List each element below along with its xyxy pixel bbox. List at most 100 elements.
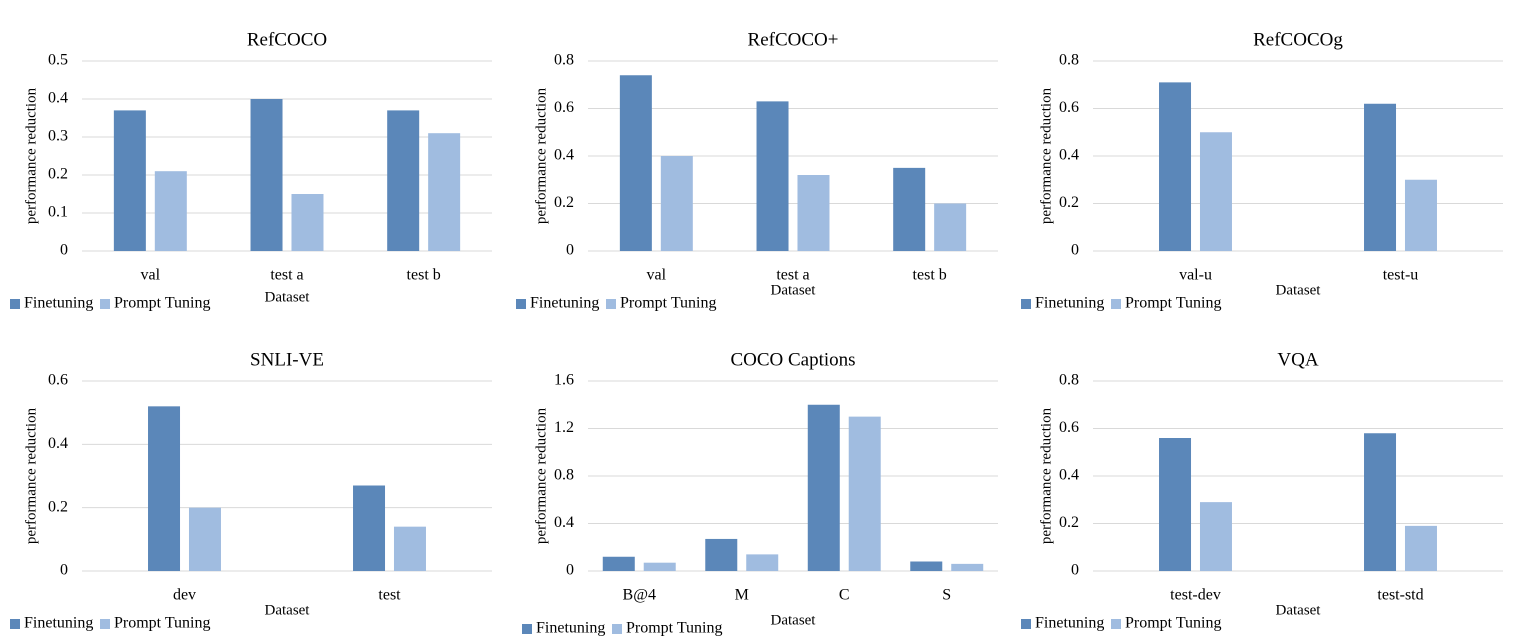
x-tick-label: C bbox=[839, 587, 850, 604]
bar-prompt-tuning-test bbox=[393, 526, 426, 571]
x-tick-label: val bbox=[647, 267, 667, 284]
bar-prompt-tuning-b-4 bbox=[643, 562, 676, 571]
y-tick-label: 0.1 bbox=[48, 204, 68, 221]
bar-finetuning-dev bbox=[148, 406, 181, 571]
y-axis-label: performance reduction bbox=[1038, 407, 1054, 544]
x-tick-label: test-std bbox=[1377, 587, 1423, 604]
bar-prompt-tuning-val-u bbox=[1199, 132, 1232, 251]
legend-swatch-prompt-tuning bbox=[612, 624, 622, 634]
bar-prompt-tuning-c bbox=[848, 416, 881, 571]
y-tick-label: 0.8 bbox=[1059, 52, 1079, 69]
y-tick-label: 0.6 bbox=[1059, 99, 1079, 116]
x-axis-label: Dataset bbox=[771, 612, 817, 628]
bar-prompt-tuning-s bbox=[951, 563, 984, 571]
chart-title: RefCOCO+ bbox=[748, 29, 839, 50]
bar-finetuning-m bbox=[705, 538, 738, 571]
x-tick-label: test bbox=[378, 587, 401, 604]
x-axis-label: Dataset bbox=[265, 289, 311, 305]
legend-swatch-finetuning bbox=[10, 299, 20, 309]
chart-panel-3: SNLI-VE 0 0.2 0.4 0.6 performance reduction de… bbox=[10, 349, 492, 632]
legend-label-finetuning: Finetuning bbox=[24, 615, 93, 632]
y-tick-label: 0.2 bbox=[48, 498, 68, 515]
bar-finetuning-test-std bbox=[1364, 433, 1397, 571]
y-tick-label: 0.4 bbox=[1059, 147, 1079, 164]
y-tick-label: 0.4 bbox=[48, 435, 68, 452]
x-axis-label: Dataset bbox=[265, 602, 311, 618]
bar-finetuning-b-4 bbox=[602, 556, 635, 571]
chart-title: VQA bbox=[1277, 349, 1318, 370]
y-tick-label: 0 bbox=[60, 562, 68, 579]
legend-swatch-prompt-tuning bbox=[606, 299, 616, 309]
y-tick-label: 1.2 bbox=[554, 419, 574, 436]
y-tick-label: 0.3 bbox=[48, 128, 68, 145]
bar-finetuning-test-dev bbox=[1159, 438, 1192, 571]
bar-finetuning-val-u bbox=[1159, 82, 1192, 251]
bar-prompt-tuning-test-a bbox=[797, 175, 830, 251]
bar-prompt-tuning-m bbox=[746, 554, 779, 571]
bar-finetuning-c bbox=[807, 404, 840, 571]
y-tick-label: 0.4 bbox=[554, 514, 574, 531]
y-axis-label: performance reduction bbox=[23, 87, 39, 224]
x-tick-label: dev bbox=[173, 587, 196, 604]
y-tick-label: 0 bbox=[566, 242, 574, 259]
x-tick-label: val bbox=[141, 267, 161, 284]
y-tick-label: 0.8 bbox=[554, 52, 574, 69]
x-tick-label: test b bbox=[407, 267, 441, 284]
y-tick-label: 0.8 bbox=[1059, 372, 1079, 389]
y-axis-label: performance reduction bbox=[533, 87, 549, 224]
bar-prompt-tuning-test-b bbox=[934, 203, 967, 251]
legend-label-finetuning: Finetuning bbox=[1035, 295, 1104, 312]
bar-prompt-tuning-test-a bbox=[291, 194, 324, 251]
bar-finetuning-test-b bbox=[893, 167, 926, 251]
legend-label-prompt-tuning: Prompt Tuning bbox=[114, 295, 210, 312]
chart-title: COCO Captions bbox=[730, 349, 855, 370]
y-tick-label: 0.8 bbox=[554, 467, 574, 484]
x-tick-label: test-dev bbox=[1170, 587, 1221, 604]
y-axis-label: performance reduction bbox=[1038, 87, 1054, 224]
x-tick-label: test-u bbox=[1383, 267, 1419, 284]
bar-finetuning-test-b bbox=[387, 110, 420, 252]
legend-label-prompt-tuning: Prompt Tuning bbox=[626, 620, 722, 637]
bar-prompt-tuning-val bbox=[154, 171, 187, 251]
y-tick-label: 0.5 bbox=[48, 52, 68, 69]
legend-swatch-finetuning bbox=[1021, 619, 1031, 629]
bar-finetuning-val bbox=[619, 75, 652, 251]
y-tick-label: 0 bbox=[566, 562, 574, 579]
y-tick-label: 0.6 bbox=[1059, 419, 1079, 436]
bar-finetuning-test-a bbox=[756, 101, 789, 251]
y-tick-label: 0.4 bbox=[554, 147, 574, 164]
x-axis-label: Dataset bbox=[1276, 602, 1322, 618]
legend-label-finetuning: Finetuning bbox=[1035, 615, 1104, 632]
bar-finetuning-val bbox=[113, 110, 146, 252]
legend-label-prompt-tuning: Prompt Tuning bbox=[1125, 295, 1221, 312]
bar-finetuning-s bbox=[910, 561, 943, 571]
bar-prompt-tuning-test-std bbox=[1404, 525, 1437, 571]
y-tick-label: 0.4 bbox=[48, 90, 68, 107]
chart-panel-5: VQA 0 0.2 0.4 0.6 0.8 performance reduction tes… bbox=[1021, 349, 1503, 632]
x-tick-label: S bbox=[942, 587, 951, 604]
legend-swatch-prompt-tuning bbox=[100, 619, 110, 629]
legend-label-finetuning: Finetuning bbox=[530, 295, 599, 312]
bar-prompt-tuning-test-dev bbox=[1199, 502, 1232, 571]
x-tick-label: val-u bbox=[1179, 267, 1212, 284]
y-tick-label: 1.6 bbox=[554, 372, 574, 389]
legend-label-finetuning: Finetuning bbox=[536, 620, 605, 637]
bar-prompt-tuning-test-u bbox=[1404, 179, 1437, 251]
y-tick-label: 0 bbox=[1071, 242, 1079, 259]
x-axis-label: Dataset bbox=[771, 282, 817, 298]
x-tick-label: test b bbox=[913, 267, 947, 284]
x-axis-label: Dataset bbox=[1276, 282, 1322, 298]
y-tick-label: 0.6 bbox=[48, 372, 68, 389]
bar-prompt-tuning-test-b bbox=[428, 133, 461, 251]
legend-label-prompt-tuning: Prompt Tuning bbox=[620, 295, 716, 312]
bar-prompt-tuning-dev bbox=[188, 507, 221, 571]
chart-title: RefCOCO bbox=[247, 29, 327, 50]
legend-label-finetuning: Finetuning bbox=[24, 295, 93, 312]
legend-label-prompt-tuning: Prompt Tuning bbox=[114, 615, 210, 632]
x-tick-label: M bbox=[735, 587, 749, 604]
chart-panel-4: COCO Captions 0 0.4 0.8 1.2 1.6 performance re… bbox=[522, 349, 998, 637]
chart-panel-0: RefCOCO 0 0.1 0.2 0.3 0.4 0.5 performance reduc… bbox=[10, 29, 492, 312]
chart-panel-2: RefCOCOg 0 0.2 0.4 0.6 0.8 performance reducti… bbox=[1021, 29, 1503, 312]
x-tick-label: test a bbox=[776, 267, 809, 284]
